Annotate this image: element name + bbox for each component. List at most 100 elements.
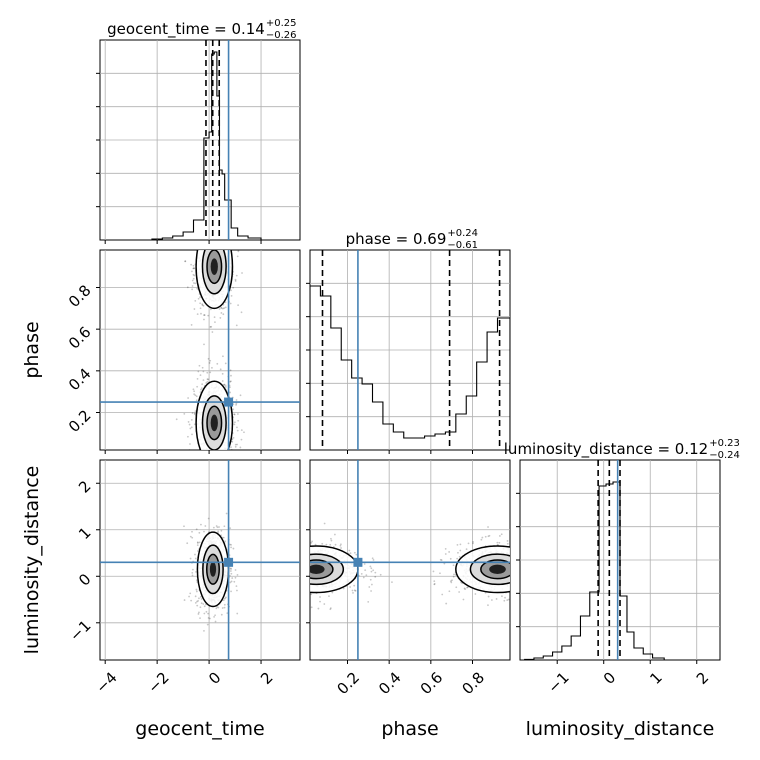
sample-point: [516, 570, 518, 572]
sample-point: [199, 596, 202, 598]
sample-point: [310, 541, 313, 544]
sample-point: [214, 245, 216, 247]
sample-point: [465, 548, 468, 551]
sample-point: [207, 357, 210, 360]
sample-point: [196, 313, 199, 315]
sample-point: [374, 575, 377, 578]
sample-point: [512, 568, 514, 570]
sample-point: [209, 245, 211, 247]
sample-point: [223, 454, 225, 456]
sample-point: [302, 539, 304, 541]
sample-point: [220, 529, 223, 532]
sample-point: [233, 580, 236, 583]
sample-point: [517, 557, 519, 559]
sample-point: [189, 592, 192, 595]
y-tick-label: 0: [75, 570, 94, 589]
sample-point: [515, 570, 517, 572]
sample-point: [222, 355, 224, 358]
sample-point: [204, 450, 206, 452]
sample-point: [196, 542, 199, 544]
sample-point: [301, 568, 303, 570]
sample-point: [466, 586, 468, 589]
sample-point: [195, 399, 198, 402]
scatter-panel-geocent_time-phase: [99, 242, 301, 457]
sample-point: [515, 566, 517, 568]
truth-marker: [224, 397, 234, 407]
sample-point: [217, 242, 219, 244]
sample-point: [303, 569, 305, 571]
sample-point: [228, 246, 230, 248]
sample-point: [212, 245, 214, 247]
sample-point: [216, 244, 218, 246]
sample-point: [308, 573, 310, 575]
sample-point: [353, 551, 356, 554]
sample-point: [201, 455, 203, 457]
sample-point: [487, 526, 489, 528]
sample-point: [228, 386, 231, 389]
sample-point: [515, 563, 517, 565]
sample-point: [203, 247, 205, 249]
sample-point: [192, 264, 195, 267]
sample-point: [433, 582, 436, 585]
sample-point: [207, 314, 210, 317]
y-axis-label: phase: [21, 321, 43, 378]
sample-point: [216, 248, 218, 250]
sample-point: [230, 294, 233, 297]
sample-point: [202, 455, 204, 457]
sample-point: [190, 418, 193, 421]
sample-point: [200, 312, 202, 315]
sample-point: [506, 599, 509, 601]
y-axis-label: luminosity_distance: [21, 466, 43, 655]
sample-point: [450, 581, 453, 584]
sample-point: [305, 537, 307, 539]
sample-point: [513, 570, 515, 572]
sample-point: [511, 579, 513, 581]
sample-point: [307, 564, 309, 566]
sample-point: [213, 246, 215, 248]
hist-panel-geocent_time: [96, 39, 301, 241]
sample-point: [513, 545, 515, 547]
sample-point: [205, 382, 208, 384]
sample-point: [230, 580, 233, 583]
sample-point: [304, 555, 306, 557]
sample-point: [229, 391, 231, 394]
sample-point: [203, 314, 206, 316]
sample-point: [517, 555, 519, 557]
sample-point: [306, 591, 308, 593]
sample-point: [217, 246, 219, 248]
sample-point: [202, 370, 205, 373]
y-tick-label: 1: [75, 524, 94, 543]
sample-point: [513, 578, 515, 580]
sample-point: [193, 274, 196, 277]
sample-point: [217, 530, 220, 533]
sample-point: [472, 542, 474, 545]
sample-point: [217, 247, 219, 249]
sample-point: [304, 569, 306, 571]
sample-point: [513, 548, 515, 550]
sample-point: [317, 607, 320, 610]
sample-point: [216, 362, 219, 365]
title-errors: +0.25: [266, 18, 297, 29]
sample-point: [197, 297, 200, 300]
sample-point: [512, 559, 514, 561]
sample-point: [372, 569, 375, 572]
sample-point: [481, 536, 484, 539]
sample-point: [224, 248, 226, 250]
sample-point: [184, 260, 187, 263]
sample-point: [191, 412, 194, 414]
title-errors: +0.23: [709, 438, 740, 449]
sample-point: [189, 443, 191, 445]
sample-point: [308, 583, 310, 585]
sample-point: [303, 580, 305, 582]
sample-point: [209, 359, 212, 362]
sample-point: [360, 572, 363, 575]
sample-point: [308, 595, 310, 597]
sample-point: [221, 455, 223, 457]
sample-point: [439, 558, 442, 561]
sample-point: [207, 245, 209, 247]
sample-point: [487, 595, 490, 598]
sample-point: [444, 547, 447, 550]
sample-point: [228, 574, 231, 577]
sample-point: [206, 378, 209, 381]
y-tick-label: 2: [75, 477, 94, 496]
